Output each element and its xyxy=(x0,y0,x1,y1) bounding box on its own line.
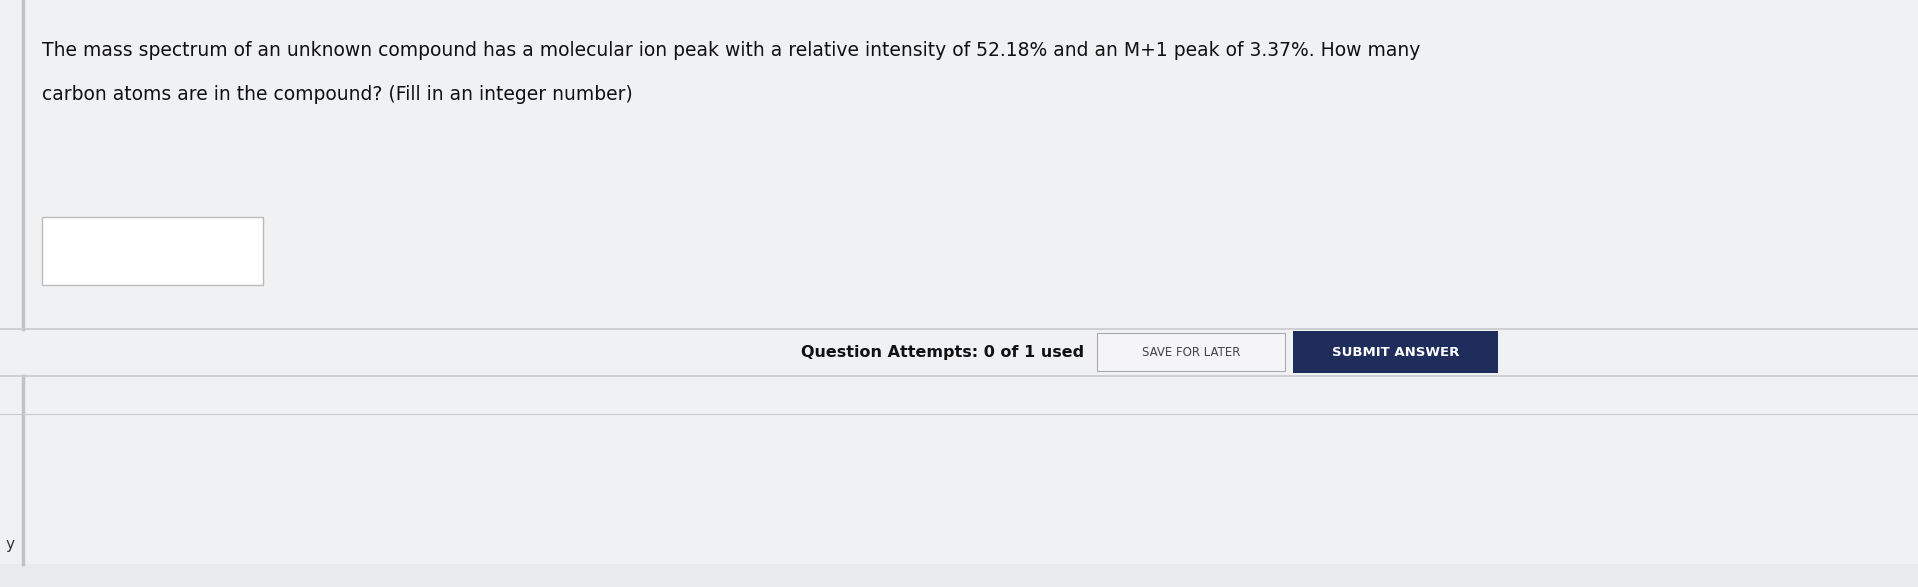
Text: carbon atoms are in the compound? (Fill in an integer number): carbon atoms are in the compound? (Fill … xyxy=(42,85,633,104)
FancyBboxPatch shape xyxy=(0,0,1918,329)
Text: Question Attempts: 0 of 1 used: Question Attempts: 0 of 1 used xyxy=(800,345,1084,360)
Text: SUBMIT ANSWER: SUBMIT ANSWER xyxy=(1331,346,1460,359)
FancyBboxPatch shape xyxy=(0,329,1918,376)
Text: y: y xyxy=(6,537,15,552)
FancyBboxPatch shape xyxy=(1097,333,1285,371)
FancyBboxPatch shape xyxy=(1293,331,1498,373)
Text: SAVE FOR LATER: SAVE FOR LATER xyxy=(1141,346,1241,359)
FancyBboxPatch shape xyxy=(0,376,1918,564)
Text: The mass spectrum of an unknown compound has a molecular ion peak with a relativ: The mass spectrum of an unknown compound… xyxy=(42,41,1421,60)
FancyBboxPatch shape xyxy=(42,217,263,285)
